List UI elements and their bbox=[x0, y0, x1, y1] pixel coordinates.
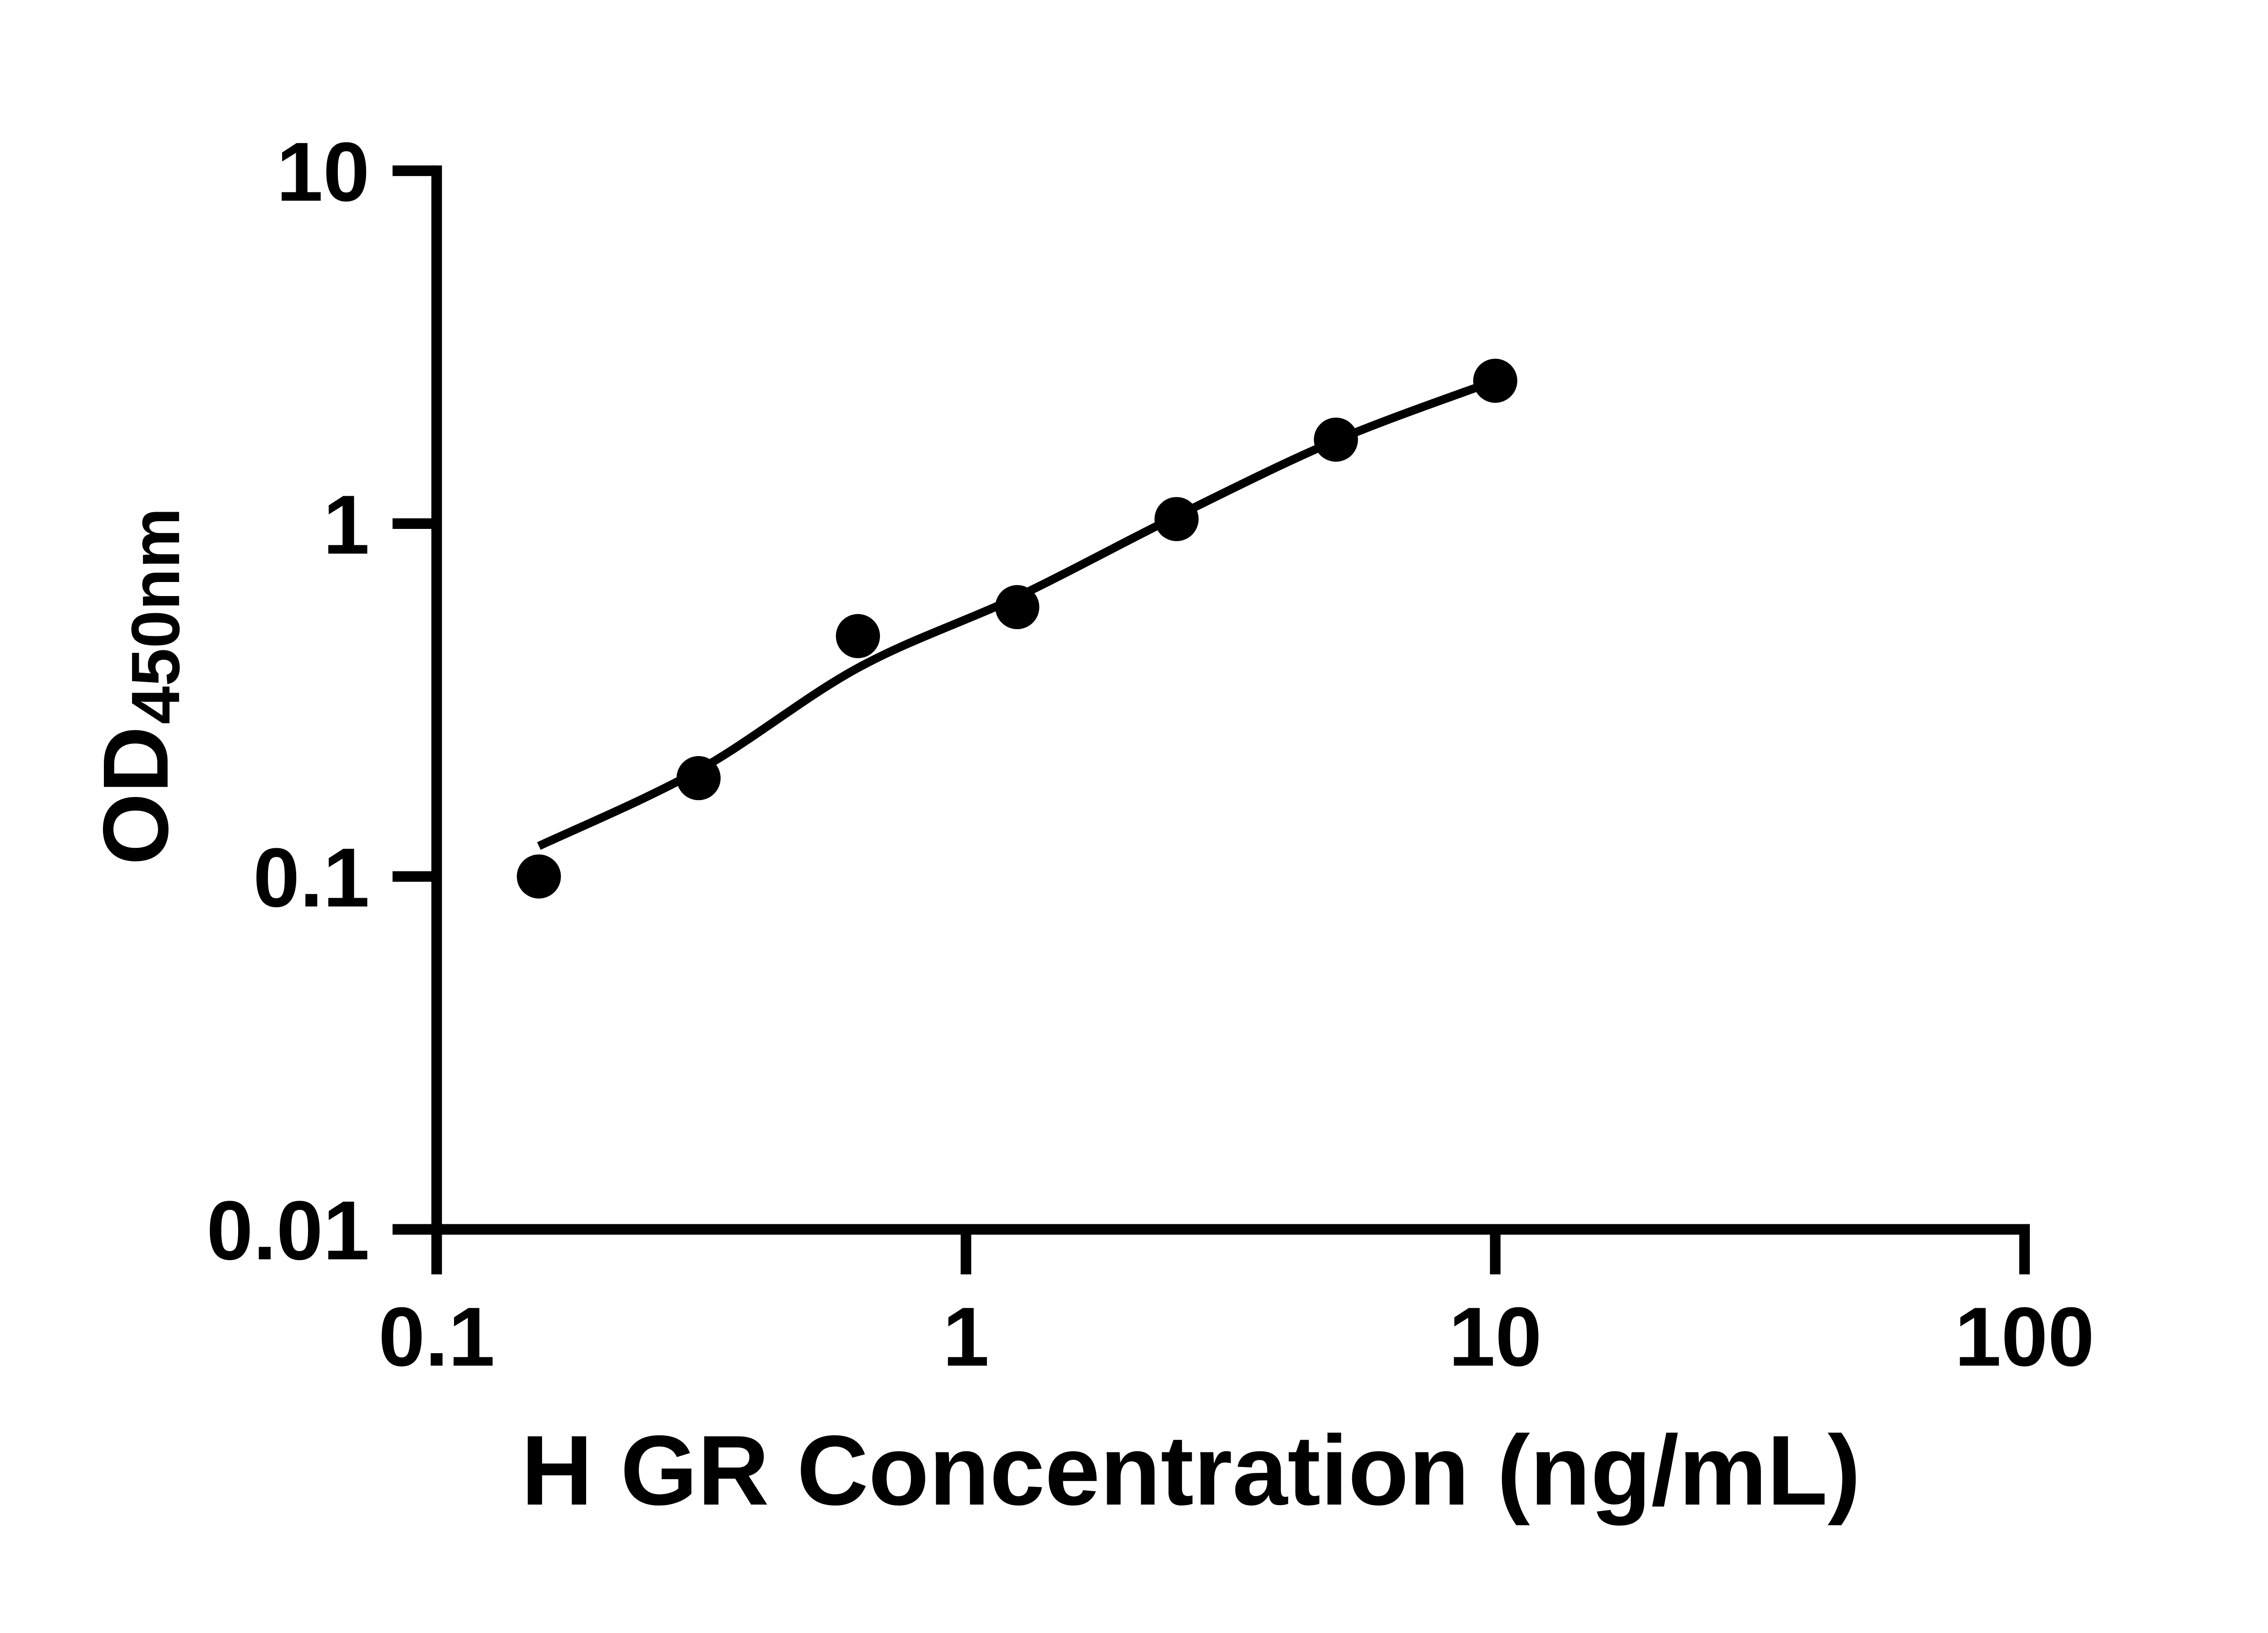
data-point bbox=[676, 756, 721, 801]
data-point bbox=[1314, 417, 1358, 462]
x-tick-label: 1 bbox=[943, 1291, 989, 1384]
y-tick-label: 0.01 bbox=[206, 1184, 370, 1277]
y-tick-label: 0.1 bbox=[253, 831, 370, 924]
x-tick-label: 0.1 bbox=[378, 1291, 495, 1384]
x-tick-label: 100 bbox=[1955, 1291, 2094, 1384]
data-point bbox=[517, 854, 561, 899]
y-tick-label: 10 bbox=[276, 126, 370, 219]
data-point bbox=[1154, 497, 1199, 541]
x-axis-ticks bbox=[431, 1229, 2030, 1275]
x-axis-tick-labels: 0.1 1 10 100 bbox=[378, 1291, 2094, 1384]
y-axis-ticks bbox=[392, 165, 437, 1235]
data-point bbox=[1473, 358, 1518, 403]
data-point bbox=[836, 614, 880, 658]
y-axis-title-subscript: 450nm bbox=[117, 508, 194, 724]
x-tick-label: 10 bbox=[1449, 1291, 1542, 1384]
data-points bbox=[517, 358, 1518, 899]
x-axis-title: H GR Concentration (ng/mL) bbox=[521, 1415, 1861, 1526]
y-axis-title: OD 450nm bbox=[84, 508, 194, 865]
y-axis-tick-labels: 10 1 0.1 0.01 bbox=[206, 126, 370, 1278]
axes-frame bbox=[431, 165, 2030, 1235]
y-tick-label: 1 bbox=[323, 478, 370, 572]
data-point bbox=[995, 585, 1040, 630]
y-axis-title-main: OD bbox=[84, 726, 188, 865]
